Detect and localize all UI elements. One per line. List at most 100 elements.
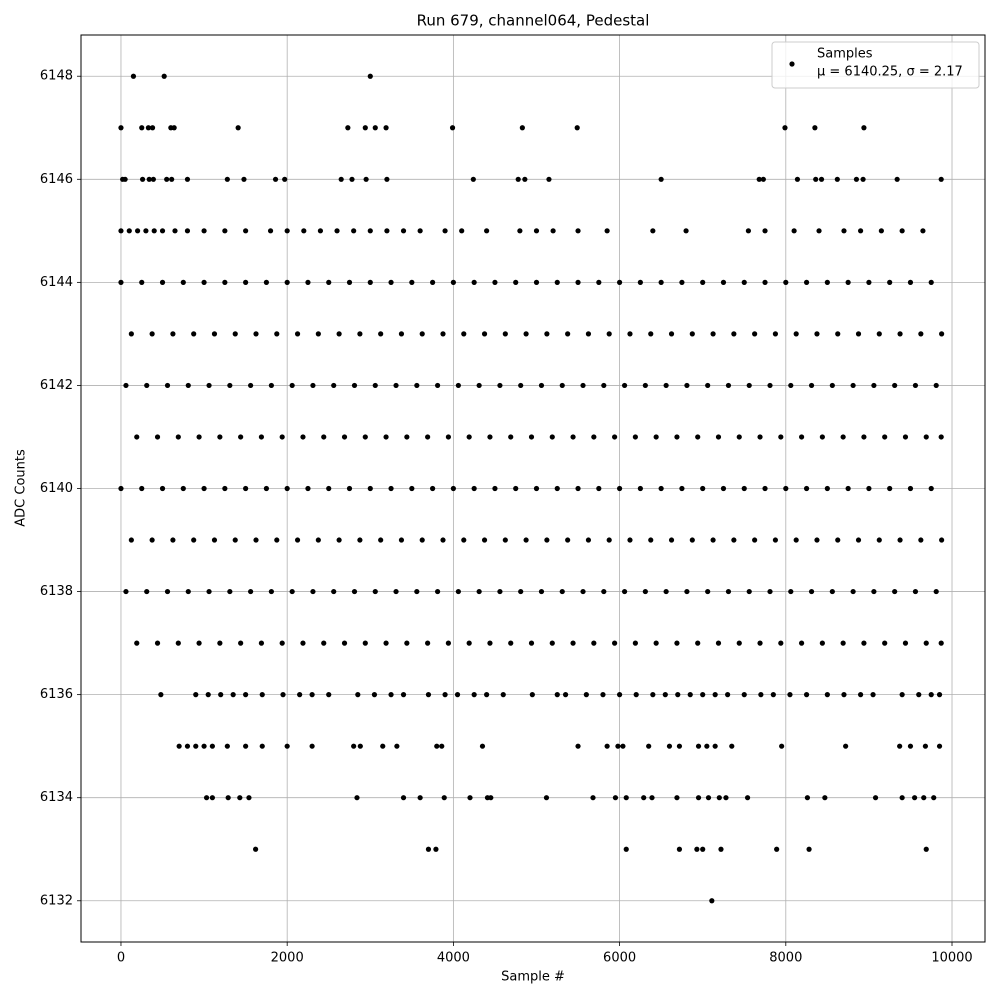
- point: [718, 846, 724, 852]
- point: [455, 382, 461, 389]
- point: [128, 537, 134, 543]
- point: [372, 588, 378, 595]
- point: [779, 743, 785, 749]
- point: [731, 331, 737, 337]
- point: [201, 279, 207, 285]
- point: [164, 382, 171, 389]
- point: [341, 640, 348, 646]
- point: [279, 434, 285, 440]
- point: [441, 795, 447, 801]
- point: [253, 846, 259, 852]
- point: [653, 640, 659, 646]
- point: [259, 692, 265, 698]
- point: [284, 485, 290, 492]
- point: [263, 485, 270, 492]
- point: [650, 228, 656, 234]
- point: [310, 588, 316, 595]
- point: [710, 537, 716, 543]
- point: [752, 537, 758, 543]
- point: [185, 588, 191, 595]
- point: [814, 331, 820, 337]
- point: [144, 382, 150, 389]
- point: [300, 640, 306, 646]
- y-tick-label: 6148: [40, 69, 73, 84]
- point: [354, 795, 360, 801]
- point: [600, 692, 606, 698]
- point: [232, 331, 238, 337]
- point: [440, 537, 446, 543]
- point: [274, 537, 280, 543]
- point: [224, 176, 230, 182]
- point: [912, 588, 919, 595]
- point: [840, 434, 846, 440]
- point: [871, 382, 877, 389]
- point: [471, 279, 477, 285]
- point: [907, 279, 914, 285]
- plot-frame: [80, 34, 986, 943]
- point: [218, 692, 224, 698]
- point: [309, 743, 315, 749]
- point: [253, 537, 259, 543]
- point: [425, 846, 432, 852]
- point: [710, 331, 716, 337]
- point: [897, 743, 903, 749]
- point: [384, 176, 390, 182]
- point: [774, 846, 780, 852]
- point: [346, 279, 353, 285]
- point: [430, 485, 436, 492]
- point: [840, 640, 846, 646]
- point: [829, 382, 835, 389]
- point: [326, 279, 332, 285]
- point: [731, 537, 737, 543]
- y-tick-label: 6142: [40, 378, 73, 393]
- point: [798, 434, 805, 440]
- point: [351, 382, 358, 389]
- point: [715, 640, 722, 646]
- point: [289, 382, 295, 389]
- point: [615, 743, 621, 749]
- point: [897, 331, 903, 337]
- point: [596, 279, 602, 285]
- point: [559, 588, 565, 595]
- point: [918, 331, 924, 337]
- point: [128, 331, 134, 337]
- point: [767, 382, 773, 389]
- point: [585, 537, 592, 543]
- point: [305, 485, 311, 492]
- point: [687, 692, 693, 698]
- point: [341, 434, 348, 440]
- point: [263, 279, 270, 285]
- point: [383, 125, 389, 131]
- point: [778, 640, 784, 646]
- point: [808, 588, 815, 595]
- point: [206, 588, 212, 595]
- point: [175, 434, 181, 440]
- point: [788, 382, 794, 389]
- point: [736, 640, 742, 646]
- point: [515, 176, 521, 182]
- point: [741, 485, 747, 492]
- point: [398, 331, 405, 337]
- point: [675, 692, 681, 698]
- point: [459, 228, 465, 234]
- point: [674, 434, 680, 440]
- point: [123, 588, 129, 595]
- point: [238, 434, 244, 440]
- point: [419, 537, 425, 543]
- point: [331, 382, 337, 389]
- point: [209, 795, 215, 801]
- point: [317, 228, 324, 234]
- y-tick-label: 6146: [40, 172, 73, 187]
- point: [522, 176, 528, 182]
- point: [705, 588, 711, 595]
- point: [217, 640, 223, 646]
- point: [637, 485, 643, 492]
- point: [642, 588, 648, 595]
- point: [268, 588, 274, 595]
- point: [725, 692, 731, 698]
- point: [445, 640, 452, 646]
- point: [161, 73, 167, 79]
- point: [936, 743, 943, 749]
- point: [449, 125, 456, 131]
- point: [338, 176, 344, 182]
